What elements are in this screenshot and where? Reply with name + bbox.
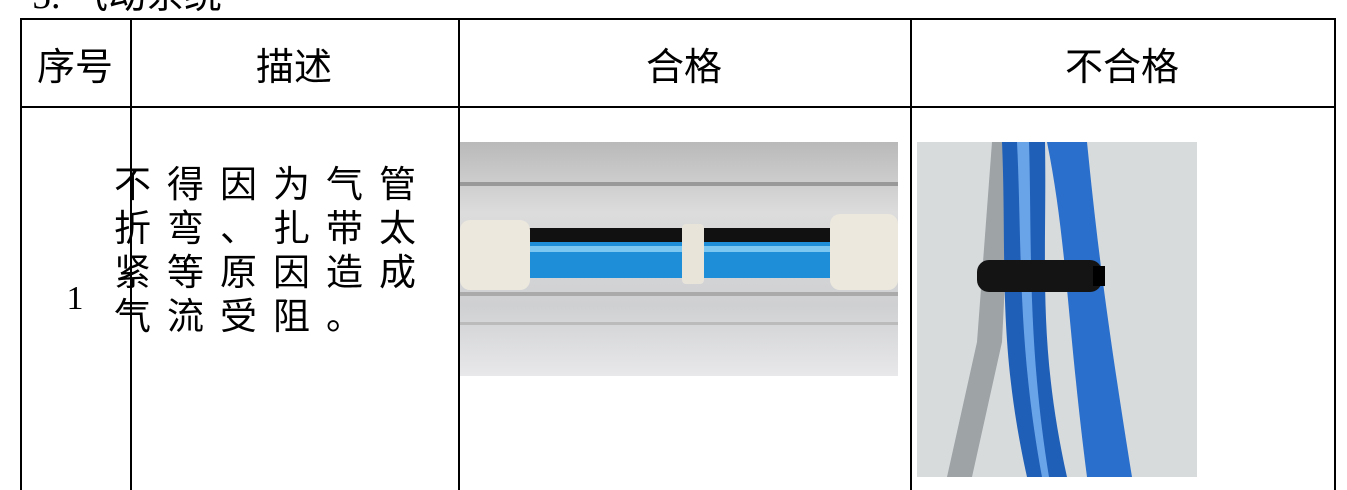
page: 5. 气动系统 序号 描述 合格 不合格 1 不得因为气管折弯、扎带太紧等原因造… (20, 0, 1336, 490)
cell-description: 不得因为气管折弯、扎带太紧等原因造成气流受阻。 (114, 165, 432, 338)
border (20, 20, 22, 490)
border (910, 20, 912, 490)
header-cell: 描述 (255, 46, 332, 89)
border (1334, 20, 1336, 490)
header-cell: 不合格 (1064, 46, 1179, 89)
cell-number: 1 (66, 280, 84, 317)
border (130, 20, 132, 490)
border (458, 20, 460, 490)
section-heading: 5. 气动系统 (32, 0, 222, 18)
table: 序号 描述 合格 不合格 1 (20, 18, 1336, 490)
header-cell: 合格 (645, 46, 722, 89)
photo-pass (460, 142, 898, 376)
photo-fail (917, 142, 1197, 477)
header-cell: 序号 (36, 46, 113, 89)
border (20, 106, 1336, 108)
